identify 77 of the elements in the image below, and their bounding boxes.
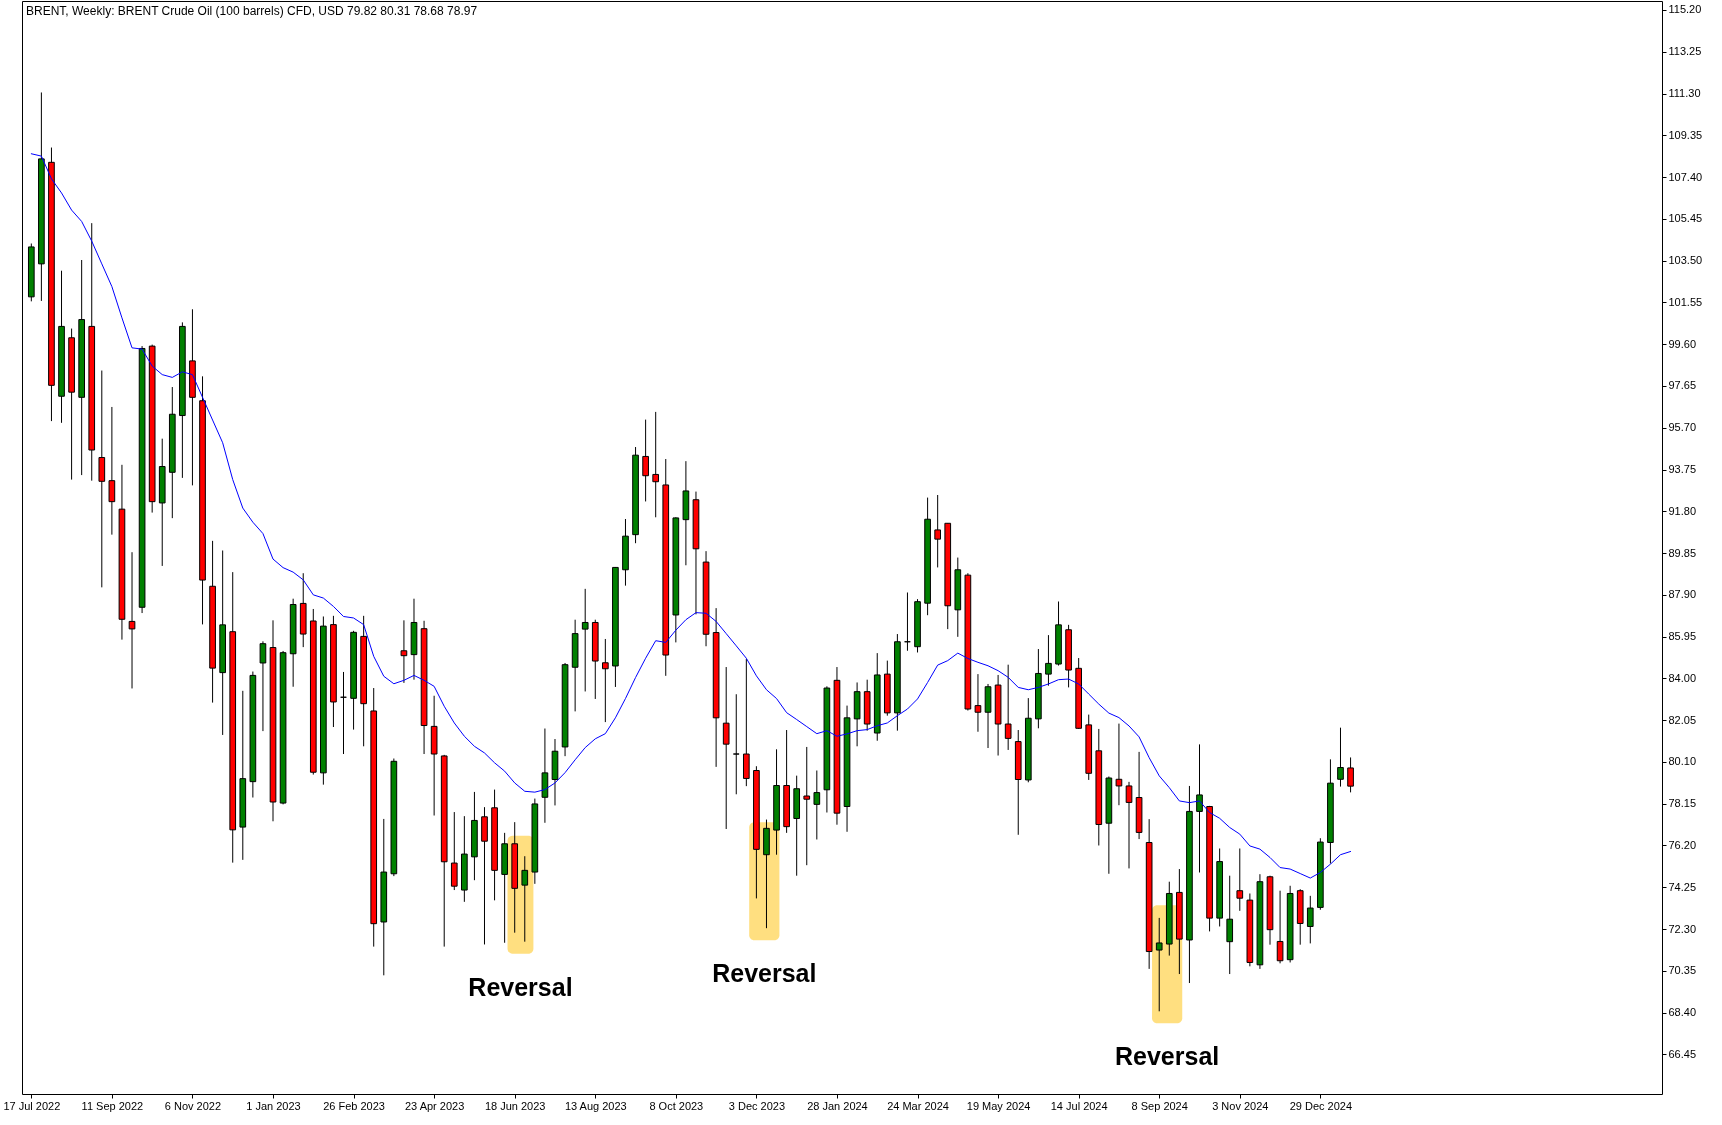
- candlestick: [1045, 634, 1052, 687]
- y-tick-label: 105.45: [1668, 212, 1703, 225]
- x-tick-label: 6 Nov 2022: [164, 1099, 222, 1112]
- y-tick-label: 84.00: [1668, 671, 1697, 684]
- x-tick-label: 13 Aug 2023: [564, 1099, 627, 1112]
- candlestick: [1115, 723, 1123, 806]
- line-series: [30, 153, 1352, 879]
- y-tick-label: 87.90: [1668, 588, 1697, 601]
- candlestick: [1155, 917, 1163, 1012]
- y-tick-label: 85.95: [1668, 630, 1697, 643]
- candlestick: [450, 811, 458, 891]
- x-tick-label: 11 Sep 2022: [81, 1099, 144, 1112]
- y-tick-label: 80.10: [1668, 755, 1697, 768]
- candlestick: [974, 673, 982, 733]
- x-tick-label: 26 Feb 2023: [323, 1099, 385, 1112]
- y-tick-label: 95.70: [1668, 421, 1697, 434]
- candlestick: [652, 411, 660, 518]
- y-tick-label: 101.55: [1668, 295, 1703, 308]
- x-tick-label: 29 Dec 2024: [1289, 1099, 1353, 1112]
- x-tick-label: 18 Jun 2023: [484, 1099, 546, 1112]
- chart-title: BRENT, Weekly: BRENT Crude Oil (100 barrels) CFD, USD 79.82 80.31 78.68 78.97: [26, 4, 478, 18]
- x-tick-label: 8 Sep 2024: [1131, 1099, 1188, 1112]
- y-tick-label: 115.20: [1668, 3, 1702, 16]
- y-tick-label: 107.40: [1668, 170, 1703, 183]
- candlestick: [98, 370, 106, 588]
- y-tick-label: 109.35: [1668, 128, 1703, 141]
- candlestick: [722, 666, 730, 830]
- y-tick-label: 68.40: [1668, 1006, 1697, 1019]
- x-tick-label: 3 Dec 2023: [728, 1099, 786, 1112]
- band-label: Reversal: [468, 972, 573, 1001]
- candlestick: [642, 419, 649, 502]
- x-tick-label: 28 Jan 2024: [807, 1099, 868, 1112]
- y-tick-label: 78.15: [1668, 797, 1697, 810]
- candlestick: [259, 640, 267, 732]
- y-tick-label: 89.85: [1668, 546, 1697, 559]
- y-tick-label: 97.65: [1668, 379, 1697, 392]
- x-tick-label: 14 Jul 2024: [1050, 1099, 1108, 1112]
- candlestick: [1306, 895, 1314, 944]
- x-tick-label: 8 Oct 2023: [649, 1099, 704, 1112]
- x-tick-label: 19 May 2024: [966, 1099, 1031, 1112]
- x-tick-label: 24 Mar 2024: [887, 1099, 949, 1112]
- y-tick-label: 91.80: [1668, 504, 1697, 517]
- y-tick-label: 111.30: [1668, 87, 1701, 100]
- y-tick-label: 74.25: [1668, 880, 1697, 893]
- candlestick: [1196, 743, 1203, 873]
- y-tick-label: 99.60: [1668, 337, 1697, 350]
- candlestick: [803, 746, 811, 866]
- candlestick: [602, 638, 609, 723]
- y-tick-label: 93.75: [1668, 463, 1697, 476]
- y-tick-label: 82.05: [1668, 713, 1697, 726]
- band-label: Reversal: [1115, 1042, 1220, 1071]
- y-tick-label: 66.45: [1668, 1047, 1697, 1060]
- x-tick-label: 17 Jul 2022: [3, 1099, 61, 1112]
- candlestick: [400, 619, 408, 684]
- candlestick: [1337, 727, 1344, 788]
- y-tick-label: 70.35: [1668, 964, 1697, 977]
- x-tick-label: 23 Apr 2023: [404, 1099, 465, 1112]
- y-tick-label: 103.50: [1668, 254, 1703, 267]
- candlestick: [108, 406, 116, 536]
- candlestick: [1276, 890, 1284, 964]
- candlestick: [813, 770, 821, 840]
- y-tick-label: 76.20: [1668, 838, 1697, 851]
- candlestick: [1226, 875, 1234, 975]
- candlestick: [1347, 756, 1354, 793]
- candlestick: [1004, 664, 1012, 751]
- candlestick: [521, 855, 529, 943]
- band-label: Reversal: [712, 959, 817, 988]
- candlestick: [732, 693, 740, 795]
- candlestick: [1236, 847, 1244, 912]
- y-tick-label: 72.30: [1668, 922, 1697, 935]
- y-tick-label: 113.25: [1668, 45, 1702, 58]
- candlestick: [934, 494, 942, 568]
- candlestick: [581, 588, 589, 692]
- x-tick-label: 1 Jan 2023: [246, 1099, 301, 1112]
- candlestick: [1125, 781, 1133, 869]
- x-tick-label: 3 Nov 2024: [1212, 1099, 1269, 1112]
- candlestick: [128, 551, 136, 689]
